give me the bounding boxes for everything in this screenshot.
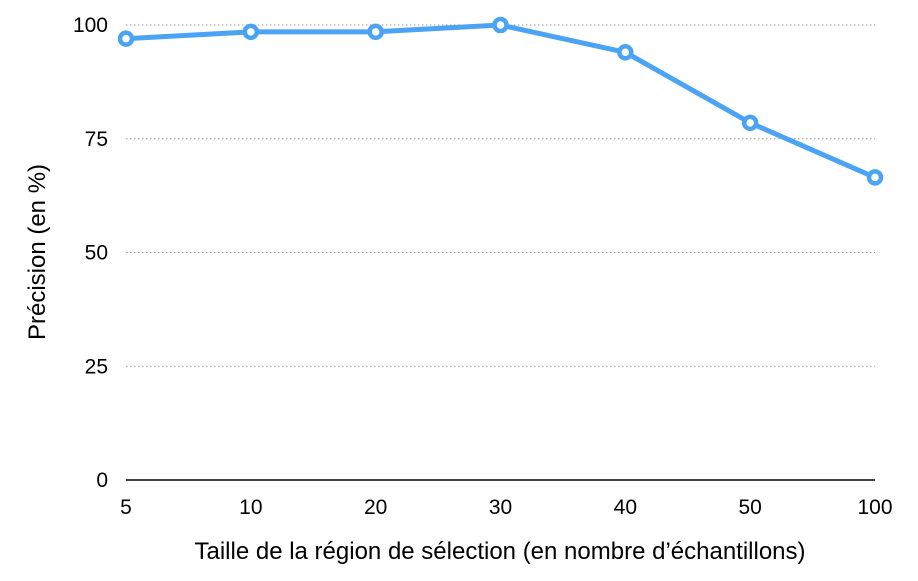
y-tick-label: 75 — [85, 128, 108, 151]
data-point — [617, 44, 634, 61]
x-tick-label: 30 — [489, 496, 512, 519]
gridlines — [126, 24, 875, 481]
data-point — [866, 169, 884, 186]
y-axis-title: Précision (en %) — [24, 164, 51, 340]
data-point — [242, 23, 260, 41]
series-line — [123, 22, 878, 180]
data-series — [117, 16, 884, 186]
x-tick-label: 20 — [364, 496, 387, 519]
x-tick-label: 100 — [857, 496, 892, 519]
x-tick-label: 50 — [738, 496, 761, 519]
data-point — [367, 23, 384, 41]
data-point — [117, 30, 135, 47]
x-tick-label: 10 — [239, 496, 262, 519]
x-tick-labels: 5 10 20 30 40 50 100 — [120, 496, 892, 519]
x-tick-label: 40 — [614, 496, 637, 519]
y-tick-label: 25 — [85, 355, 108, 378]
y-tick-label: 0 — [96, 469, 108, 492]
data-point — [741, 114, 759, 132]
y-tick-label: 50 — [85, 242, 108, 265]
x-axis-title: Taille de la région de sélection (en nom… — [194, 538, 805, 565]
y-tick-labels: 0 25 50 75 100 — [73, 14, 108, 492]
x-tick-label: 5 — [120, 496, 132, 519]
y-tick-label: 100 — [73, 14, 108, 37]
data-point — [492, 16, 509, 34]
